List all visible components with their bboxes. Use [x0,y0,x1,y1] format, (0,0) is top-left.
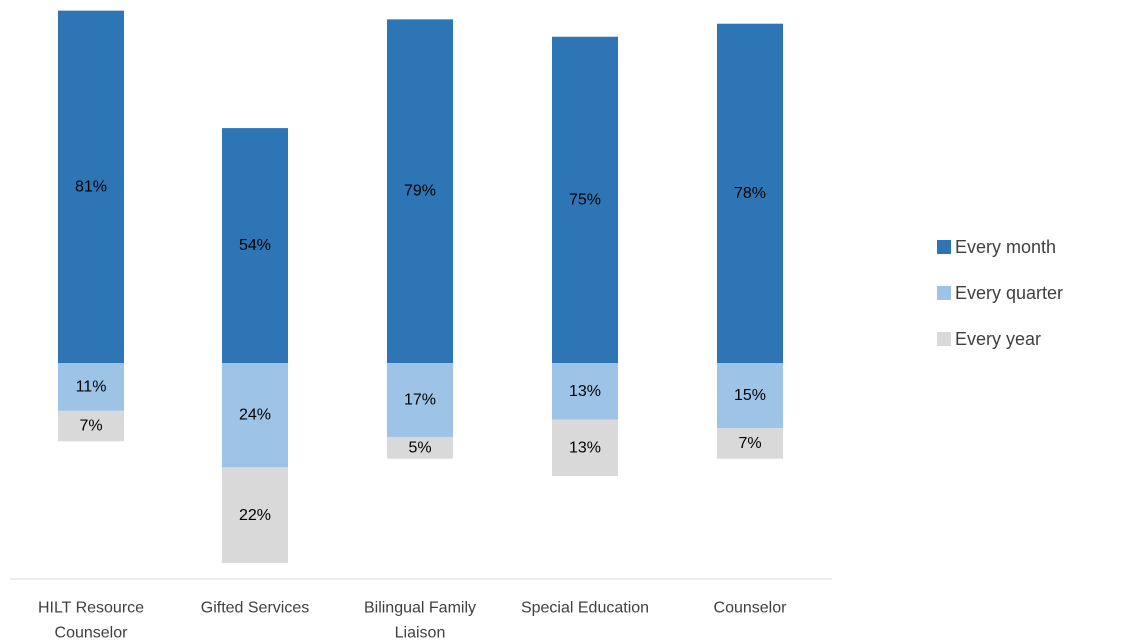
category-label-counselor-line-1: Counselor [714,600,788,617]
category-label-bilingual-family-liaison-line-1: Bilingual Family [364,600,476,617]
legend-label-every-quarter: Every quarter [955,282,1064,303]
legend-swatch-every-month [937,240,951,254]
legend-swatch-every-quarter [937,286,951,300]
legend-label-every-year: Every year [955,328,1042,349]
bar-every-year-special-education [552,419,618,477]
bar-every-month-counselor [717,23,783,363]
legend-item-every-quarter: Every quarter [937,282,1137,304]
legend-swatch-every-year [937,332,951,346]
category-label-special-education-line-1: Special Education [521,600,649,617]
data-label-every-quarter-hilt-resource-counselor: 11% [76,378,107,395]
data-label-every-month-counselor: 78% [734,185,766,202]
data-label-every-quarter-bilingual-family-liaison: 17% [404,391,436,408]
bar-every-quarter-counselor [717,363,783,429]
data-label-every-quarter-gifted-services: 24% [239,407,271,424]
data-label-every-month-gifted-services: 54% [239,237,271,254]
bar-every-year-gifted-services [222,467,288,564]
bar-every-year-bilingual-family-liaison [387,436,453,459]
bar-every-month-gifted-services [222,128,288,363]
category-label-hilt-resource-counselor-line-1: HILT Resource [38,600,144,617]
data-label-every-quarter-counselor: 15% [734,387,766,404]
data-label-every-year-special-education: 13% [569,439,601,456]
data-label-every-month-bilingual-family-liaison: 79% [404,183,436,200]
bar-every-month-special-education [552,36,618,363]
bar-every-month-bilingual-family-liaison [387,19,453,363]
legend: Every month Every quarter Every year [937,236,1137,374]
category-label-gifted-services-line-1: Gifted Services [201,600,309,617]
bar-every-month-hilt-resource-counselor [58,10,124,364]
bar-every-year-hilt-resource-counselor [58,410,124,442]
data-label-every-year-hilt-resource-counselor: 7% [79,418,102,435]
data-label-every-month-hilt-resource-counselor: 81% [75,178,107,195]
data-label-every-quarter-special-education: 13% [569,383,601,400]
bar-every-quarter-gifted-services [222,363,288,468]
legend-item-every-month: Every month [937,236,1137,258]
category-label-bilingual-family-liaison-line-2: Liaison [395,625,446,642]
bar-every-quarter-bilingual-family-liaison [387,363,453,437]
bar-every-quarter-special-education [552,363,618,420]
bar-every-quarter-hilt-resource-counselor [58,363,124,411]
legend-item-every-year: Every year [937,328,1137,350]
bar-every-year-counselor [717,428,783,459]
data-label-every-year-bilingual-family-liaison: 5% [408,439,431,456]
legend-label-every-month: Every month [955,236,1057,257]
data-label-every-year-gifted-services: 22% [239,507,271,524]
data-label-every-year-counselor: 7% [738,435,761,452]
data-label-every-month-special-education: 75% [569,191,601,208]
category-label-hilt-resource-counselor-line-2: Counselor [55,625,129,642]
